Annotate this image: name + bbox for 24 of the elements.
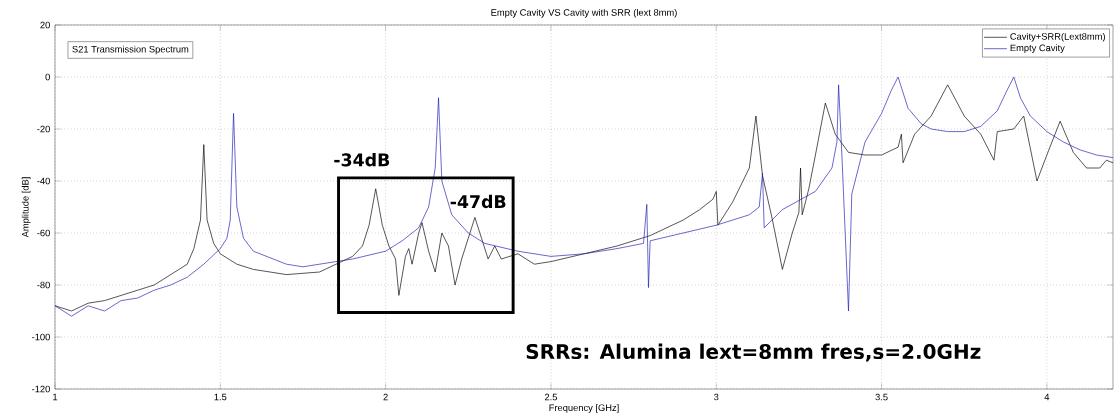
legend-label: Cavity+SRR(Lext8mm) — [1010, 32, 1105, 42]
annotation: -34dB — [334, 152, 390, 167]
annotation: -47dB — [450, 194, 506, 209]
legend-label: Empty Cavity — [1010, 44, 1065, 54]
x-axis-title: Frequency [GHz] — [549, 404, 619, 413]
y-tick-label: -80 — [37, 281, 50, 289]
x-tick-label: 1 — [53, 393, 58, 401]
x-tick-label: 2 — [383, 393, 388, 401]
y-tick-label: -120 — [32, 385, 50, 393]
x-tick-label: 1.5 — [214, 393, 227, 401]
x-tick-label: 3.5 — [875, 393, 888, 401]
x-tick-label: 3 — [714, 393, 719, 401]
annotation: S21 Transmission Spectrum — [72, 45, 189, 55]
y-tick-label: -60 — [37, 229, 50, 237]
chart-title: Empty Cavity VS Cavity with SRR (lext 8mm) — [491, 8, 677, 18]
y-tick-label: 20 — [40, 21, 50, 29]
x-tick-label: 4 — [1044, 393, 1050, 401]
y-tick-label: 0 — [45, 73, 50, 81]
y-tick-label: -20 — [37, 125, 50, 133]
y-axis-title: Amplitude [dB] — [21, 177, 31, 238]
annotation: SRRs: Alumina lext=8mm fres,s=2.0GHz — [526, 343, 981, 362]
y-tick-label: -40 — [37, 177, 50, 185]
y-tick-label: -100 — [32, 333, 50, 341]
x-tick-label: 2.5 — [544, 393, 558, 401]
